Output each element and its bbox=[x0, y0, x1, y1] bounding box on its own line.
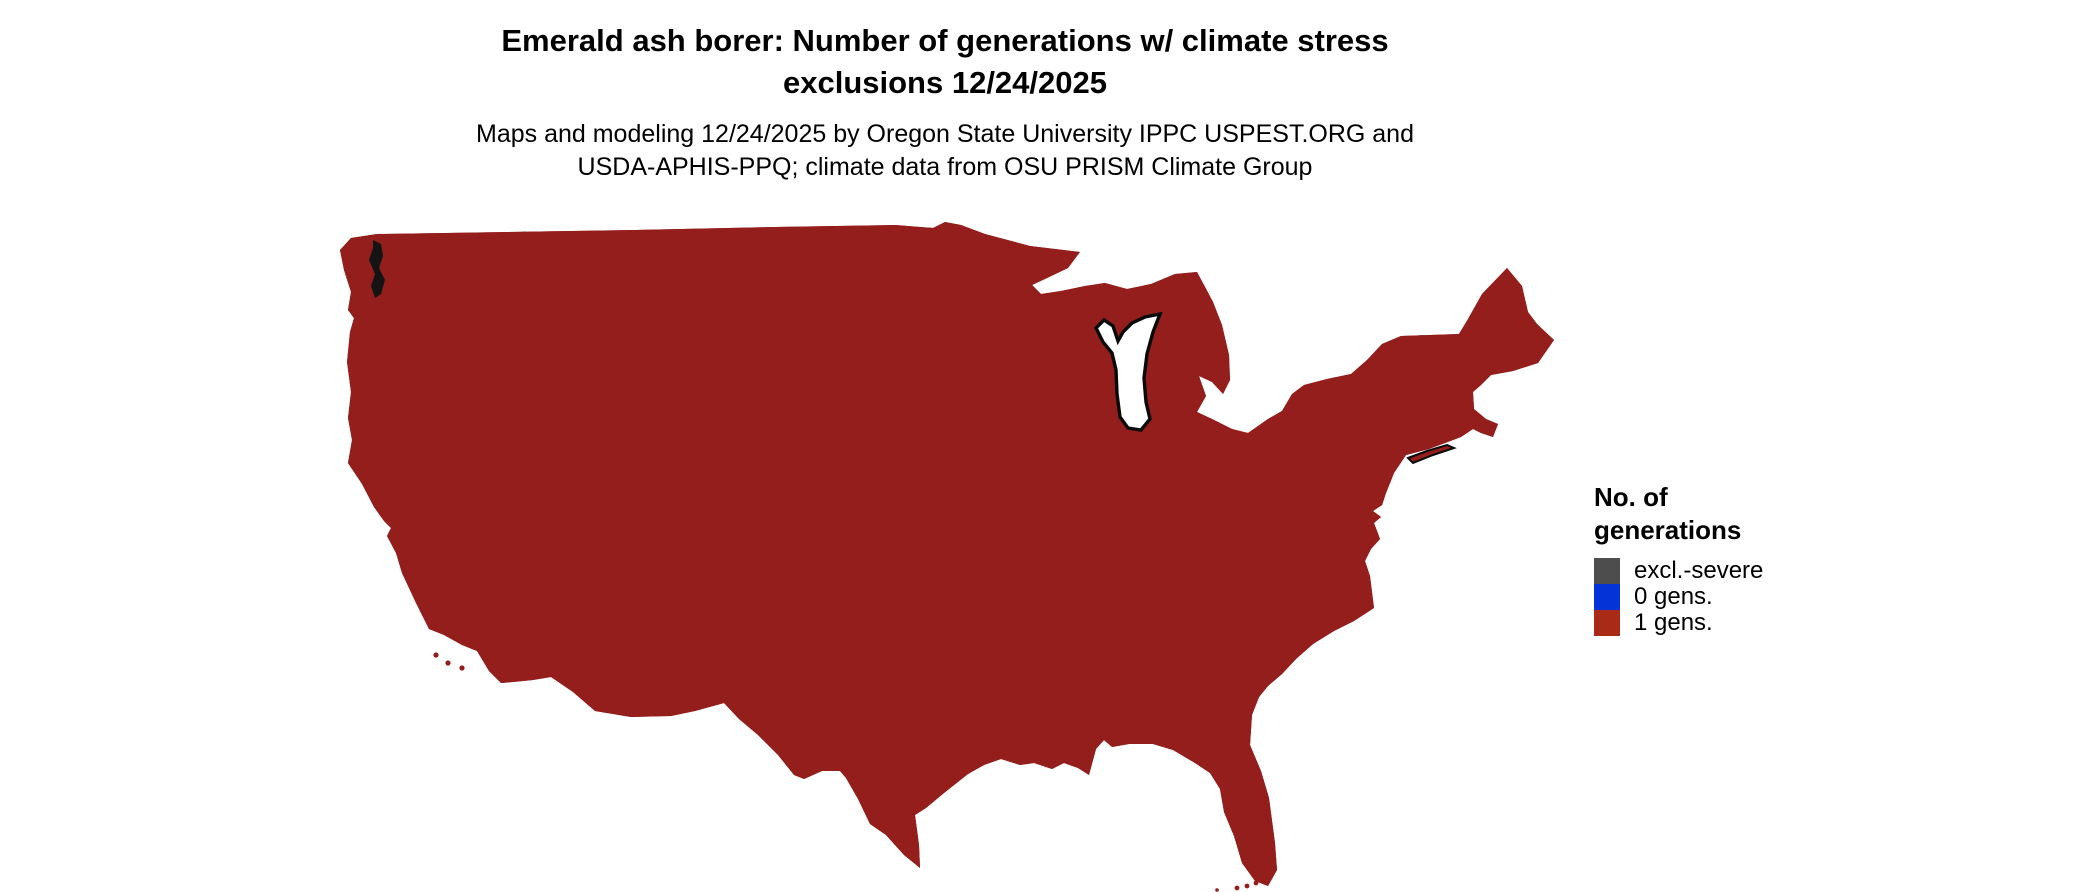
map-title-line2: exclusions 12/24/2025 bbox=[782, 65, 1107, 100]
legend-item: 1 gens. bbox=[1594, 610, 1763, 636]
conus-raster-map bbox=[335, 222, 1555, 892]
puget-sound bbox=[369, 240, 385, 298]
legend-item-label: 0 gens. bbox=[1634, 583, 1713, 610]
lake-michigan bbox=[1093, 311, 1163, 432]
legend-item: excl.-severe bbox=[1594, 558, 1763, 584]
us-generations-map bbox=[335, 222, 1555, 892]
legend-title-line1: No. of bbox=[1594, 482, 1668, 512]
legend-item: 0 gens. bbox=[1594, 584, 1763, 610]
legend-item-label: 1 gens. bbox=[1634, 609, 1713, 636]
channel-islands bbox=[433, 652, 465, 671]
florida-keys bbox=[1215, 878, 1267, 892]
coastline-outline bbox=[340, 222, 1554, 886]
legend-title: No. of generations bbox=[1594, 481, 1763, 547]
legend-swatch bbox=[1594, 584, 1620, 610]
legend: No. of generations excl.-severe 0 gens. 1 … bbox=[1594, 481, 1763, 636]
map-title: Emerald ash borer: Number of generations… bbox=[0, 20, 1890, 104]
legend-items: excl.-severe 0 gens. 1 gens. bbox=[1594, 558, 1763, 636]
map-title-line1: Emerald ash borer: Number of generations… bbox=[501, 23, 1389, 58]
legend-swatch bbox=[1594, 558, 1620, 584]
map-subtitle-line2: USDA-APHIS-PPQ; climate data from OSU PR… bbox=[577, 153, 1313, 181]
legend-title-line2: generations bbox=[1594, 515, 1742, 545]
legend-item-label: excl.-severe bbox=[1634, 557, 1764, 584]
long-island bbox=[1406, 443, 1457, 465]
legend-swatch bbox=[1594, 610, 1620, 636]
map-subtitle: Maps and modeling 12/24/2025 by Oregon S… bbox=[0, 118, 1890, 184]
map-subtitle-line1: Maps and modeling 12/24/2025 by Oregon S… bbox=[476, 120, 1414, 148]
